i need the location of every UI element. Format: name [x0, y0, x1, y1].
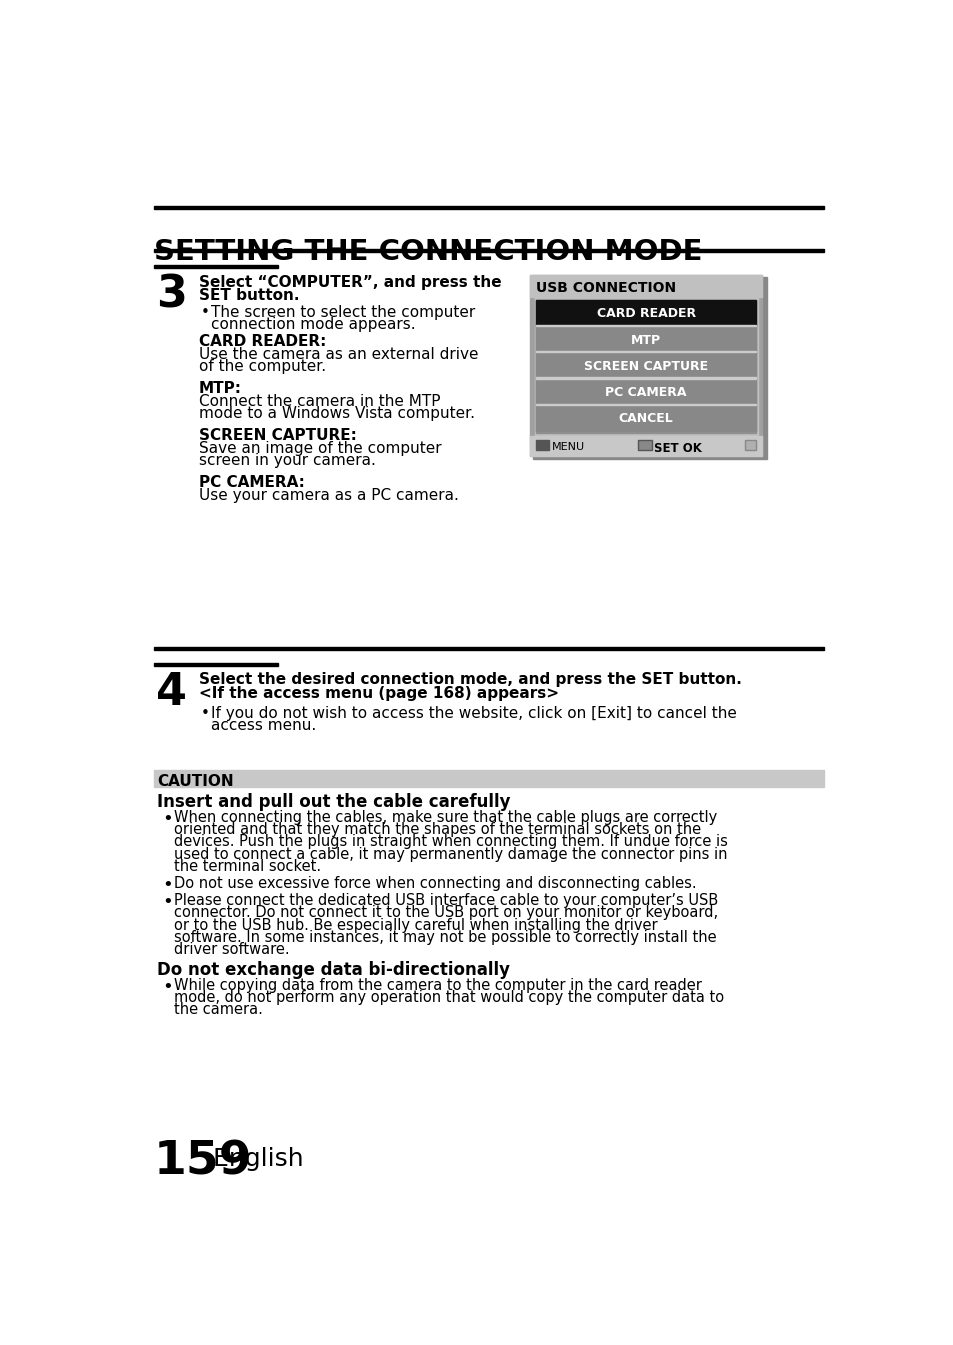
- Text: Save an image of the computer: Save an image of the computer: [199, 441, 441, 456]
- Text: SET OK: SET OK: [654, 443, 701, 456]
- Text: USB CONNECTION: USB CONNECTION: [536, 281, 676, 295]
- Text: the camera.: the camera.: [174, 1002, 263, 1017]
- Text: SCREEN CAPTURE:: SCREEN CAPTURE:: [199, 428, 356, 443]
- Text: CARD READER: CARD READER: [596, 308, 695, 320]
- Text: English: English: [205, 1147, 304, 1171]
- Text: •: •: [162, 893, 172, 911]
- Text: SETTING THE CONNECTION MODE: SETTING THE CONNECTION MODE: [154, 238, 702, 266]
- Text: access menu.: access menu.: [212, 718, 316, 733]
- Bar: [536, 378, 756, 405]
- Text: Use your camera as a PC camera.: Use your camera as a PC camera.: [199, 488, 458, 503]
- Bar: [530, 276, 761, 297]
- Text: of the computer.: of the computer.: [199, 359, 326, 374]
- Bar: [536, 327, 756, 352]
- Text: mode, do not perform any operation that would copy the computer data to: mode, do not perform any operation that …: [174, 990, 723, 1005]
- Text: used to connect a cable, it may permanently damage the connector pins in: used to connect a cable, it may permanen…: [174, 847, 727, 862]
- Text: Select “COMPUTER”, and press the: Select “COMPUTER”, and press the: [199, 276, 501, 291]
- Text: If you do not wish to access the website, click on [Exit] to cancel the: If you do not wish to access the website…: [212, 706, 737, 721]
- Bar: [534, 299, 757, 434]
- Text: Do not exchange data bi-directionally: Do not exchange data bi-directionally: [157, 960, 510, 979]
- Text: driver software.: driver software.: [174, 943, 290, 958]
- Bar: [536, 352, 756, 378]
- Bar: [638, 440, 651, 451]
- Text: 159: 159: [154, 1139, 253, 1185]
- Text: PC CAMERA: PC CAMERA: [605, 386, 686, 399]
- Text: Use the camera as an external drive: Use the camera as an external drive: [199, 347, 478, 362]
- Text: MENU: MENU: [551, 443, 584, 452]
- Text: CAUTION: CAUTION: [157, 773, 233, 788]
- Text: The screen to select the computer: The screen to select the computer: [212, 304, 476, 320]
- Text: •: •: [162, 810, 172, 827]
- Text: or to the USB hub. Be especially careful when installing the driver: or to the USB hub. Be especially careful…: [174, 917, 658, 932]
- Text: oriented and that they match the shapes of the terminal sockets on the: oriented and that they match the shapes …: [174, 822, 700, 837]
- Text: Do not use excessive force when connecting and disconnecting cables.: Do not use excessive force when connecti…: [174, 876, 697, 890]
- Text: screen in your camera.: screen in your camera.: [199, 453, 375, 468]
- Bar: [536, 440, 548, 451]
- Text: MTP: MTP: [631, 334, 660, 347]
- Bar: [154, 249, 823, 253]
- Text: •: •: [200, 304, 210, 320]
- Text: •: •: [162, 978, 172, 995]
- Bar: [154, 769, 823, 787]
- Text: SET button.: SET button.: [199, 288, 299, 304]
- Text: PC CAMERA:: PC CAMERA:: [199, 475, 305, 490]
- Bar: [536, 300, 756, 433]
- Text: 3: 3: [155, 273, 187, 316]
- Text: SCREEN CAPTURE: SCREEN CAPTURE: [583, 359, 707, 373]
- Text: CANCEL: CANCEL: [618, 412, 673, 425]
- Bar: [154, 647, 823, 651]
- Bar: [154, 663, 278, 666]
- Text: •: •: [200, 706, 210, 721]
- Bar: [154, 206, 823, 208]
- Text: Select the desired connection mode, and press the SET button.: Select the desired connection mode, and …: [199, 672, 741, 687]
- Bar: [744, 440, 756, 451]
- Text: Insert and pull out the cable carefully: Insert and pull out the cable carefully: [157, 792, 510, 811]
- Bar: [530, 436, 761, 456]
- Text: 4: 4: [155, 671, 187, 714]
- Text: CARD READER:: CARD READER:: [199, 334, 326, 348]
- Text: <If the access menu (page 168) appears>: <If the access menu (page 168) appears>: [199, 686, 558, 701]
- Text: MTP:: MTP:: [199, 381, 242, 395]
- Text: connection mode appears.: connection mode appears.: [212, 317, 416, 332]
- Text: connector. Do not connect it to the USB port on your monitor or keyboard,: connector. Do not connect it to the USB …: [174, 905, 718, 920]
- Bar: [536, 300, 756, 327]
- Text: Connect the camera in the MTP: Connect the camera in the MTP: [199, 394, 440, 409]
- Text: Please connect the dedicated USB interface cable to your computer’s USB: Please connect the dedicated USB interfa…: [174, 893, 718, 908]
- Text: •: •: [162, 876, 172, 894]
- Text: mode to a Windows Vista computer.: mode to a Windows Vista computer.: [199, 406, 475, 421]
- Text: devices. Push the plugs in straight when connecting them. If undue force is: devices. Push the plugs in straight when…: [174, 834, 727, 850]
- Bar: [530, 276, 761, 456]
- Text: the terminal socket.: the terminal socket.: [174, 859, 321, 874]
- Text: While copying data from the camera to the computer in the card reader: While copying data from the camera to th…: [174, 978, 701, 993]
- Bar: [533, 277, 766, 460]
- Text: When connecting the cables, make sure that the cable plugs are correctly: When connecting the cables, make sure th…: [174, 810, 717, 824]
- Bar: [536, 405, 756, 430]
- Text: software. In some instances, it may not be possible to correctly install the: software. In some instances, it may not …: [174, 929, 716, 944]
- Bar: [154, 265, 278, 268]
